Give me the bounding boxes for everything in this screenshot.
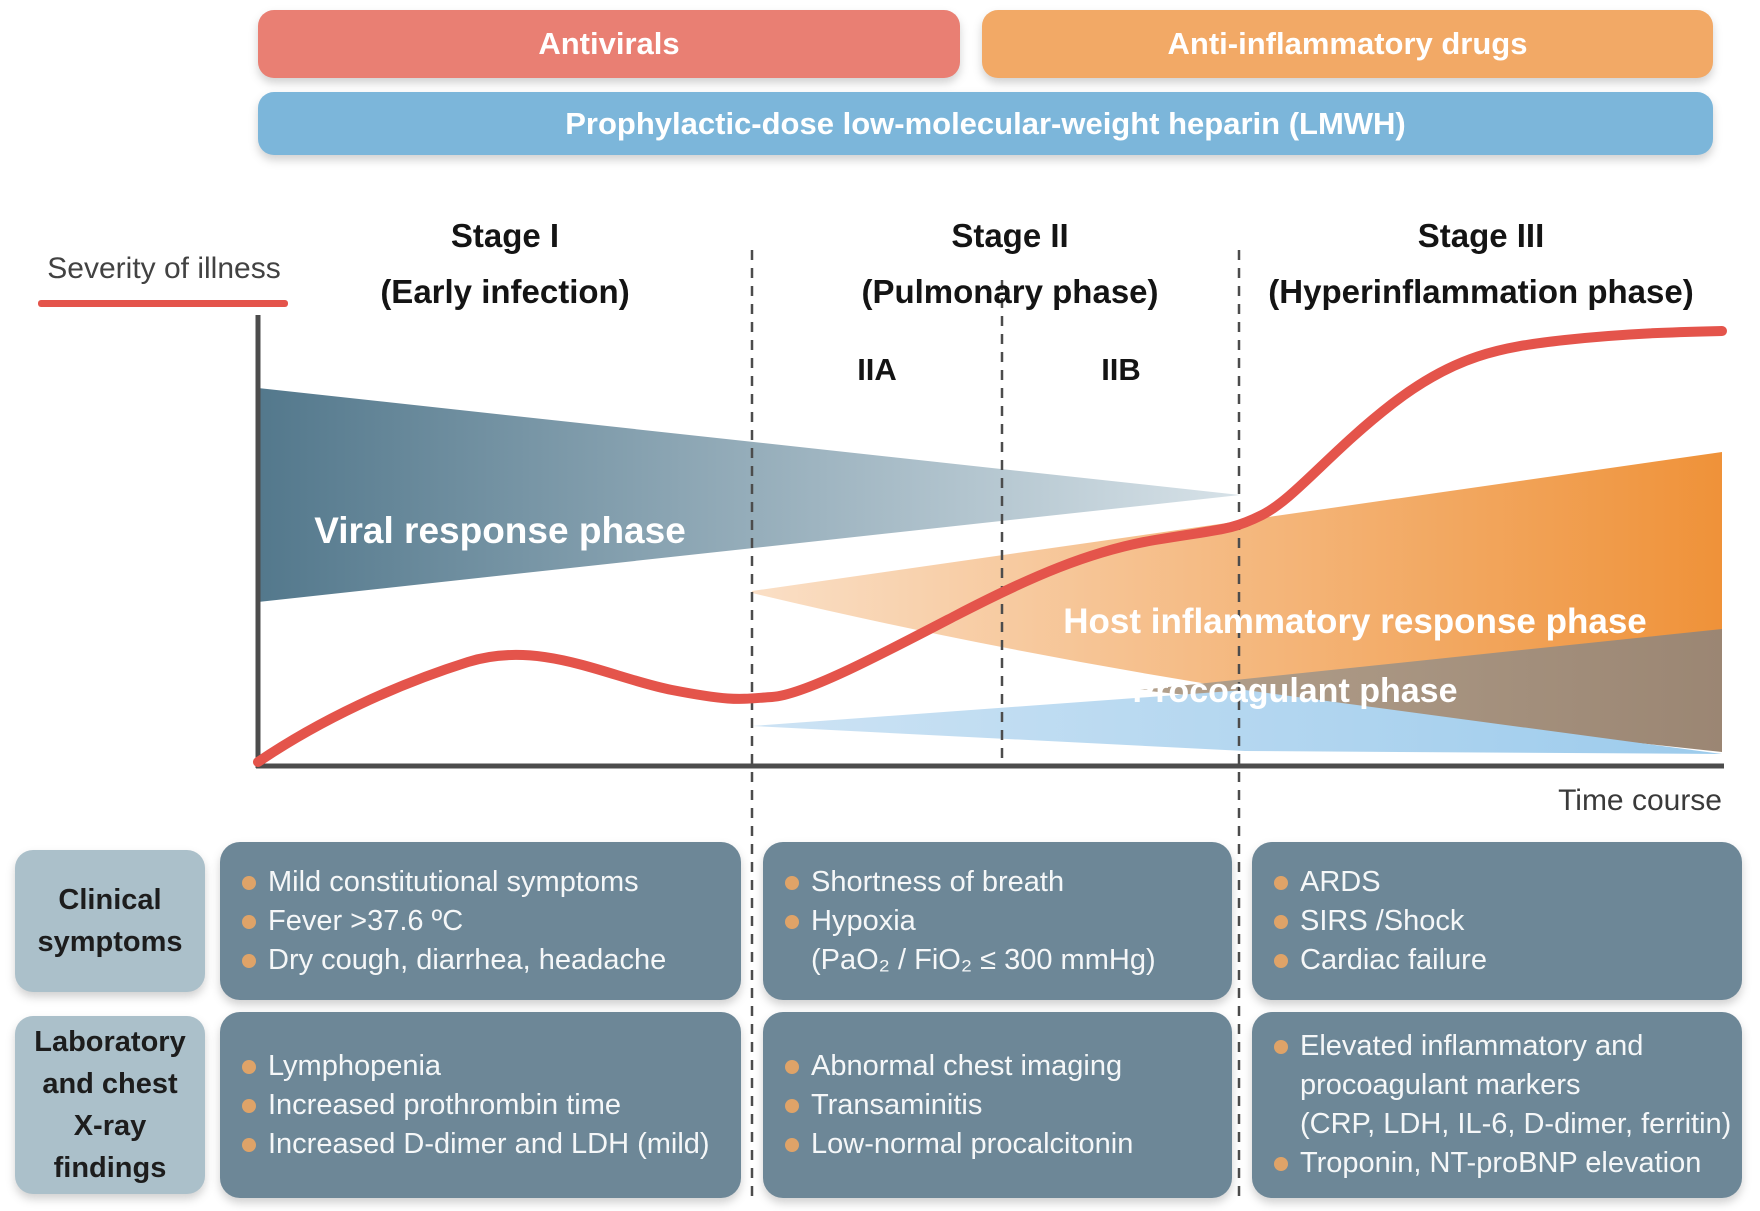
host-inflammatory-phase-label: Host inflammatory response phase bbox=[1063, 602, 1647, 641]
bullet-text: Increased D-dimer and LDH (mild) bbox=[268, 1127, 710, 1160]
viral-response-phase-label: Viral response phase bbox=[314, 510, 686, 551]
stage-3-heading: Stage III (Hyperinflammation phase) bbox=[1246, 208, 1716, 320]
bullet-icon bbox=[242, 953, 256, 968]
bullet-icon bbox=[242, 875, 256, 890]
row-label-line: X-ray bbox=[73, 1110, 147, 1142]
bullet-item: Lymphopenia bbox=[242, 1047, 731, 1086]
bullet-icon bbox=[242, 1059, 256, 1074]
bullet-item: Dry cough, diarrhea, headache bbox=[242, 941, 731, 980]
bullet-item: Increased D-dimer and LDH (mild) bbox=[242, 1125, 731, 1164]
stage-2-heading: Stage II (Pulmonary phase) bbox=[810, 208, 1210, 320]
substage-iib-label: IIB bbox=[1101, 352, 1141, 387]
bullet-text: procoagulant markers bbox=[1300, 1069, 1581, 1101]
bullet-text: Hypoxia bbox=[811, 904, 916, 937]
bullet-item: SIRS /Shock bbox=[1274, 902, 1732, 941]
bullet-text: Cardiac failure bbox=[1300, 943, 1487, 976]
bullet-item: Shortness of breath bbox=[785, 863, 1222, 902]
bullet-icon bbox=[1274, 875, 1288, 890]
stage-3-name: Stage III bbox=[1417, 217, 1545, 254]
bullet-icon bbox=[785, 875, 799, 890]
bullet-continuation-line: (PaO₂ / FiO₂ ≤ 300 mmHg) bbox=[785, 941, 1222, 980]
procoagulant-blue-wedge bbox=[752, 690, 1722, 754]
bullet-text: Dry cough, diarrhea, headache bbox=[268, 943, 667, 976]
bullet-continuation-line: procoagulant markers bbox=[1274, 1066, 1732, 1105]
bullet-text: ARDS bbox=[1300, 865, 1381, 898]
bullet-icon bbox=[785, 1059, 799, 1074]
lab-findings-stage3-cell: Elevated inflammatory and procoagulant ma… bbox=[1252, 1012, 1742, 1198]
stage-2-subtitle: (Pulmonary phase) bbox=[861, 273, 1159, 310]
bullet-item: Elevated inflammatory and bbox=[1274, 1027, 1732, 1066]
bullet-text: Shortness of breath bbox=[811, 865, 1065, 898]
bullet-icon bbox=[785, 1137, 799, 1152]
stage-3-subtitle: (Hyperinflammation phase) bbox=[1268, 273, 1694, 310]
viral-response-wedge bbox=[258, 388, 1240, 602]
lab-findings-row-label: Laboratory and chest X-ray findings bbox=[15, 1016, 205, 1194]
y-axis-title: Severity of illness bbox=[47, 252, 281, 285]
bullet-text: Lymphopenia bbox=[268, 1049, 442, 1082]
lab-findings-stage1-cell: Lymphopenia Increased prothrombin time Inc… bbox=[220, 1012, 741, 1198]
bullet-item: ARDS bbox=[1274, 863, 1732, 902]
row-label-line: Laboratory bbox=[34, 1026, 186, 1058]
clinical-symptoms-stage2-cell: Shortness of breath Hypoxia (PaO₂ / FiO₂ ≤… bbox=[763, 842, 1232, 1000]
bullet-icon bbox=[1274, 914, 1288, 929]
bullet-text: SIRS /Shock bbox=[1300, 904, 1465, 937]
bullet-icon bbox=[242, 1137, 256, 1152]
severity-curve bbox=[253, 326, 1727, 767]
bullet-item: Hypoxia bbox=[785, 902, 1222, 941]
clinical-symptoms-stage1-cell: Mild constitutional symptoms Fever >37.6 … bbox=[220, 842, 741, 1000]
bullet-icon bbox=[1274, 1157, 1288, 1171]
clinical-symptoms-stage3-cell: ARDS SIRS /Shock Cardiac failure bbox=[1252, 842, 1742, 1000]
bullet-icon bbox=[785, 914, 799, 929]
y-axis-title-underline bbox=[38, 300, 288, 307]
bullet-icon bbox=[242, 1098, 256, 1113]
lab-findings-stage2-cell: Abnormal chest imaging Transaminitis Low-n… bbox=[763, 1012, 1232, 1198]
row-label-line: findings bbox=[53, 1152, 167, 1184]
x-axis-title: Time course bbox=[1558, 784, 1722, 817]
row-label-line: Clinical bbox=[58, 884, 162, 916]
procoagulant-phase-label: Procoagulant phase bbox=[1132, 672, 1458, 710]
bullet-text: Abnormal chest imaging bbox=[811, 1049, 1123, 1082]
bullet-icon bbox=[1274, 1040, 1288, 1054]
bullet-text: Mild constitutional symptoms bbox=[268, 865, 639, 898]
bullet-text: Increased prothrombin time bbox=[268, 1088, 621, 1121]
bullet-item: Cardiac failure bbox=[1274, 941, 1732, 980]
bullet-text: Low-normal procalcitonin bbox=[811, 1127, 1134, 1160]
bullet-item: Low-normal procalcitonin bbox=[785, 1125, 1222, 1164]
bullet-item: Mild constitutional symptoms bbox=[242, 863, 731, 902]
bullet-item: Abnormal chest imaging bbox=[785, 1047, 1222, 1086]
antivirals-bar: Antivirals bbox=[258, 10, 960, 78]
bullet-icon bbox=[1274, 953, 1288, 968]
row-label-line: symptoms bbox=[37, 926, 183, 958]
procoagulant-brown-wedge bbox=[1140, 629, 1722, 752]
bullet-icon bbox=[785, 1098, 799, 1113]
bullet-text: (CRP, LDH, IL-6, D-dimer, ferritin) bbox=[1300, 1108, 1732, 1140]
stage-1-name: Stage I bbox=[450, 217, 560, 254]
bullet-icon bbox=[242, 914, 256, 929]
bullet-item: Transaminitis bbox=[785, 1086, 1222, 1125]
row-label-line: and chest bbox=[42, 1068, 178, 1100]
bullet-item: Increased prothrombin time bbox=[242, 1086, 731, 1125]
stage-1-subtitle: (Early infection) bbox=[380, 273, 630, 310]
bullet-text: Troponin, NT-proBNP elevation bbox=[1300, 1147, 1702, 1179]
stage-1-heading: Stage I (Early infection) bbox=[305, 208, 705, 320]
bullet-text: Fever >37.6 ºC bbox=[268, 904, 464, 937]
bullet-text: Elevated inflammatory and bbox=[1300, 1030, 1644, 1062]
lmwh-bar: Prophylactic-dose low-molecular-weight h… bbox=[258, 92, 1713, 155]
stage-2-name: Stage II bbox=[951, 217, 1069, 254]
clinical-symptoms-row-label: Clinical symptoms bbox=[15, 850, 205, 992]
anti-inflammatory-bar: Anti-inflammatory drugs bbox=[982, 10, 1713, 78]
bullet-item: Fever >37.6 ºC bbox=[242, 902, 731, 941]
bullet-text: Transaminitis bbox=[811, 1088, 983, 1121]
bullet-item: Troponin, NT-proBNP elevation bbox=[1274, 1144, 1732, 1183]
substage-iia-label: IIA bbox=[857, 352, 897, 387]
bullet-continuation-line: (CRP, LDH, IL-6, D-dimer, ferritin) bbox=[1274, 1105, 1732, 1144]
bullet-text: (PaO₂ / FiO₂ ≤ 300 mmHg) bbox=[811, 943, 1156, 976]
